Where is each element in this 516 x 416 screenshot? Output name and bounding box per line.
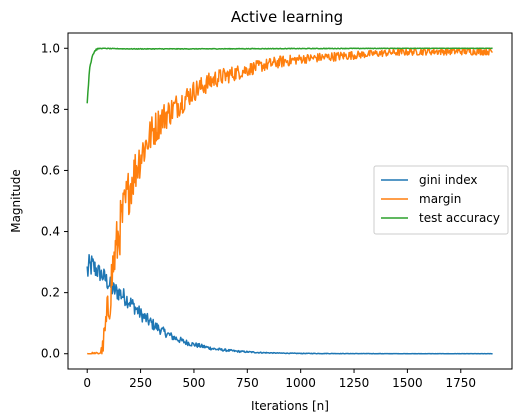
x-tick-label: 1000 (285, 376, 316, 390)
x-tick-label: 1250 (339, 376, 370, 390)
x-tick-label: 0 (83, 376, 91, 390)
y-tick-label: 0.0 (41, 347, 60, 361)
series-layer (86, 47, 493, 355)
y-tick-label: 0.8 (41, 102, 60, 116)
y-tick-label: 0.6 (41, 163, 60, 177)
chart-title: Active learning (231, 8, 343, 26)
plot-frame (67, 32, 513, 370)
y-tick-label: 1.0 (41, 41, 60, 55)
y-axis-label: Magnitude (9, 169, 23, 233)
x-tick-label: 250 (129, 376, 152, 390)
legend: gini index margin test accuracy (373, 165, 509, 235)
x-tick-label: 1750 (445, 376, 476, 390)
x-axis-label: Iterations [n] (251, 399, 329, 413)
legend-label-test-accuracy: test accuracy (419, 211, 500, 225)
x-tick-label: 750 (236, 376, 259, 390)
x-axis: 0 250 500 750 1000 1250 1500 1750 (83, 369, 476, 390)
y-axis: 0.0 0.2 0.4 0.6 0.8 1.0 (41, 41, 68, 361)
x-tick-label: 1500 (392, 376, 423, 390)
series-line-gini-index (86, 253, 493, 355)
y-tick-label: 0.4 (41, 225, 60, 239)
legend-label-gini-index: gini index (419, 173, 478, 187)
series-line-test-accuracy (86, 47, 493, 104)
series-line-margin (86, 47, 493, 355)
y-tick-label: 0.2 (41, 286, 60, 300)
x-tick-label: 500 (182, 376, 205, 390)
legend-label-margin: margin (419, 192, 461, 206)
legend-box (373, 165, 509, 235)
